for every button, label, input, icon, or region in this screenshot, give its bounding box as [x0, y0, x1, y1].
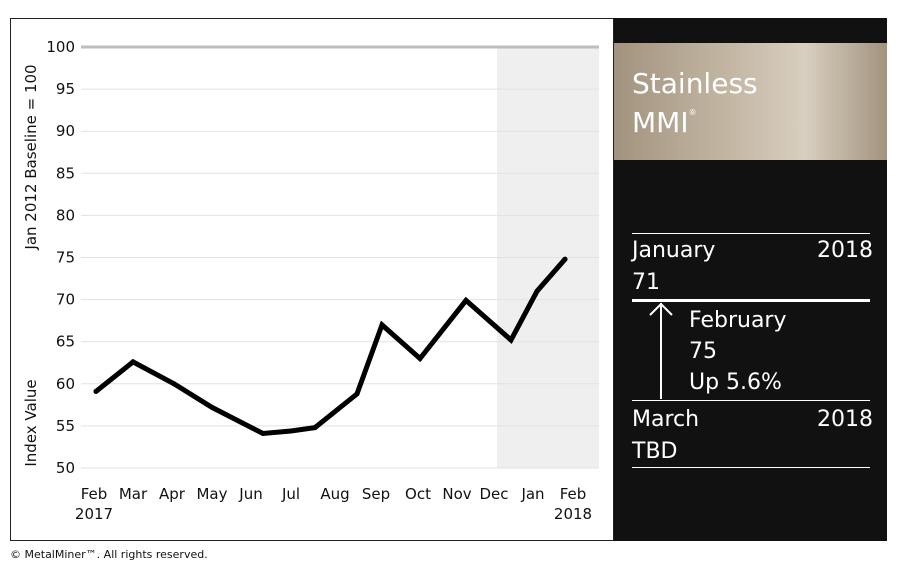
data-point	[171, 381, 177, 387]
y-tick-label: 80	[56, 206, 75, 224]
x-year-label-start: 2017	[75, 505, 113, 523]
rule-bottom	[632, 467, 870, 468]
curr-value: 75	[689, 339, 717, 364]
x-tick-label: Jun	[238, 485, 262, 503]
curr-change: Up 5.6%	[689, 370, 782, 395]
data-point	[354, 391, 360, 397]
x-tick-label: May	[196, 485, 227, 503]
copyright-footer: © MetalMiner™. All rights reserved.	[10, 548, 208, 561]
panel-title-line2: MMI®	[632, 106, 697, 139]
data-point	[379, 322, 385, 328]
rule-mid	[632, 400, 870, 401]
line-chart: 100 95 90 85 80 75 70 65 60 55 50 Jan 2012 Baseline…	[22, 38, 599, 523]
data-point	[130, 359, 136, 365]
data-point	[93, 388, 99, 394]
y-tick-label: 50	[56, 459, 75, 477]
prev-value: 71	[632, 270, 660, 295]
title-card	[614, 43, 887, 160]
y-tick-label: 85	[56, 164, 75, 182]
x-tick-label: Mar	[119, 485, 148, 503]
y-tick-label: 100	[46, 38, 75, 56]
x-tick-label: Nov	[442, 485, 471, 503]
x-tick-label: Jul	[281, 485, 300, 503]
next-value: TBD	[632, 439, 678, 464]
curr-month: February	[689, 308, 787, 333]
data-point	[508, 337, 514, 343]
x-tick-label: Oct	[405, 485, 431, 503]
x-tick-label: Aug	[320, 485, 349, 503]
chart-area: 100 95 90 85 80 75 70 65 60 55 50 Jan 2012 Baseline…	[10, 18, 614, 541]
prev-year: 2018	[817, 238, 873, 263]
data-point	[417, 356, 423, 361]
x-tick-label: Sep	[362, 485, 390, 503]
prev-month: January	[632, 238, 716, 263]
y-tick-label: 90	[56, 122, 75, 140]
y-tick-label: 95	[56, 80, 75, 98]
panel-title-mmi: MMI	[632, 106, 689, 139]
y-tick-label: 55	[56, 417, 75, 435]
next-month: March	[632, 407, 700, 432]
data-point	[534, 288, 540, 294]
y-tick-label: 60	[56, 375, 75, 393]
rule-baseline	[632, 299, 870, 302]
data-point	[260, 431, 266, 436]
y-tick-label: 65	[56, 333, 75, 351]
x-tick-label: Feb	[560, 485, 587, 503]
y-tick-label: 75	[56, 249, 75, 267]
series-line	[93, 256, 568, 437]
up-arrow-icon	[649, 302, 673, 399]
data-point	[312, 425, 318, 431]
y-axis-label-top: Jan 2012 Baseline = 100	[22, 64, 40, 250]
data-point	[463, 297, 469, 303]
rule-top	[632, 233, 870, 234]
y-tick-label: 70	[56, 291, 75, 309]
registered-mark: ®	[688, 108, 697, 117]
x-tick-label: Feb	[81, 485, 108, 503]
y-axis-label-bottom: Index Value	[22, 379, 40, 466]
x-tick-label: Dec	[479, 485, 508, 503]
index-panel: Stainless MMI® January 2018 71 February …	[614, 18, 887, 541]
x-tick-label: Jan	[520, 485, 544, 503]
x-year-label-end: 2018	[554, 505, 592, 523]
data-point	[562, 256, 568, 262]
panel-title-line1: Stainless	[632, 67, 758, 100]
data-point	[209, 404, 215, 410]
next-year: 2018	[817, 407, 873, 432]
x-tick-label: Apr	[159, 485, 186, 503]
data-point	[288, 428, 294, 434]
